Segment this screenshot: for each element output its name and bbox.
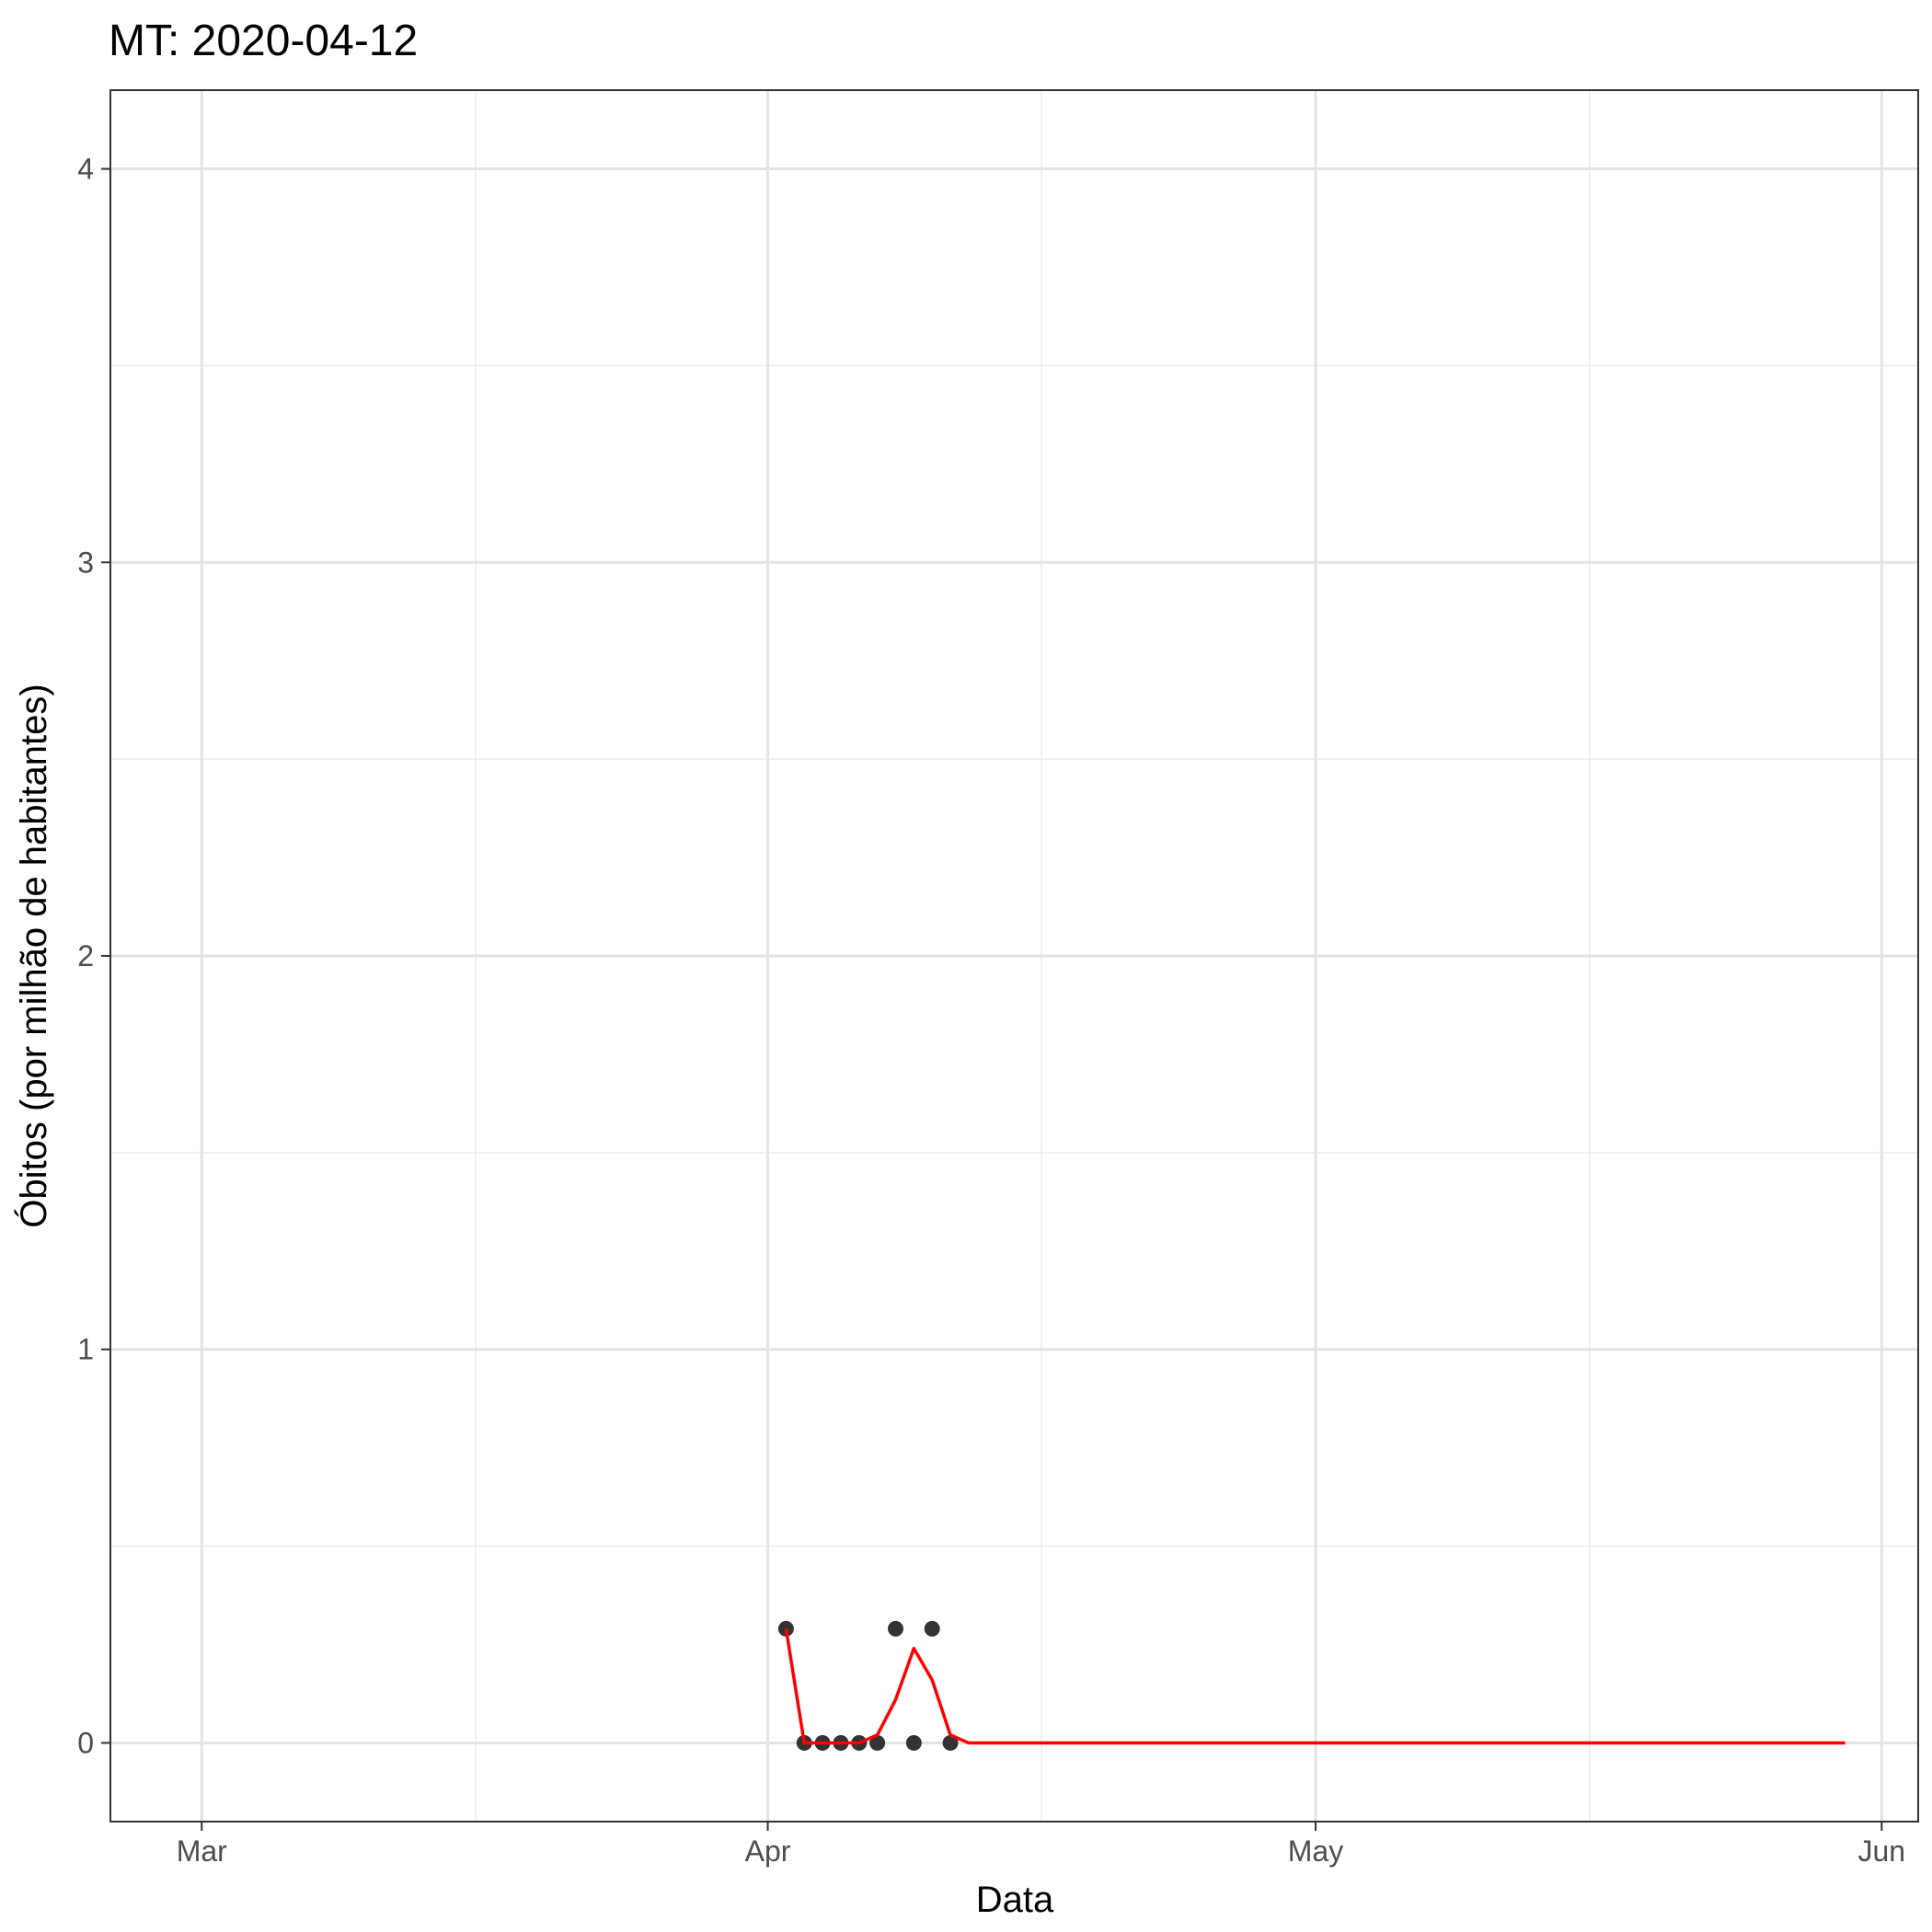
x-tick-label: Mar — [177, 1834, 227, 1868]
x-tick-label: May — [1288, 1834, 1343, 1868]
y-tick-label: 2 — [77, 939, 94, 972]
series-line — [784, 1628, 1846, 1745]
marks — [777, 1620, 1846, 1751]
x-tick-label: Jun — [1858, 1834, 1906, 1868]
data-point — [942, 1734, 959, 1751]
x-axis-title: Data — [976, 1880, 1054, 1920]
data-point — [905, 1734, 922, 1751]
grid — [110, 90, 1918, 1822]
y-tick-label: 0 — [77, 1726, 94, 1759]
axes: 0 1 2 3 4 Mar Apr May Jun — [77, 153, 1905, 1868]
y-tick-label: 1 — [77, 1333, 94, 1366]
data-point — [887, 1620, 903, 1637]
y-axis-title: Óbitos (por milhão de habitantes) — [13, 684, 54, 1227]
y-tick-label: 3 — [77, 546, 94, 579]
x-tick-label: Apr — [745, 1834, 791, 1868]
chart-title: MT: 2020-04-12 — [109, 17, 418, 65]
data-point — [869, 1734, 886, 1751]
data-point — [924, 1620, 940, 1637]
y-tick-label: 4 — [77, 153, 94, 186]
